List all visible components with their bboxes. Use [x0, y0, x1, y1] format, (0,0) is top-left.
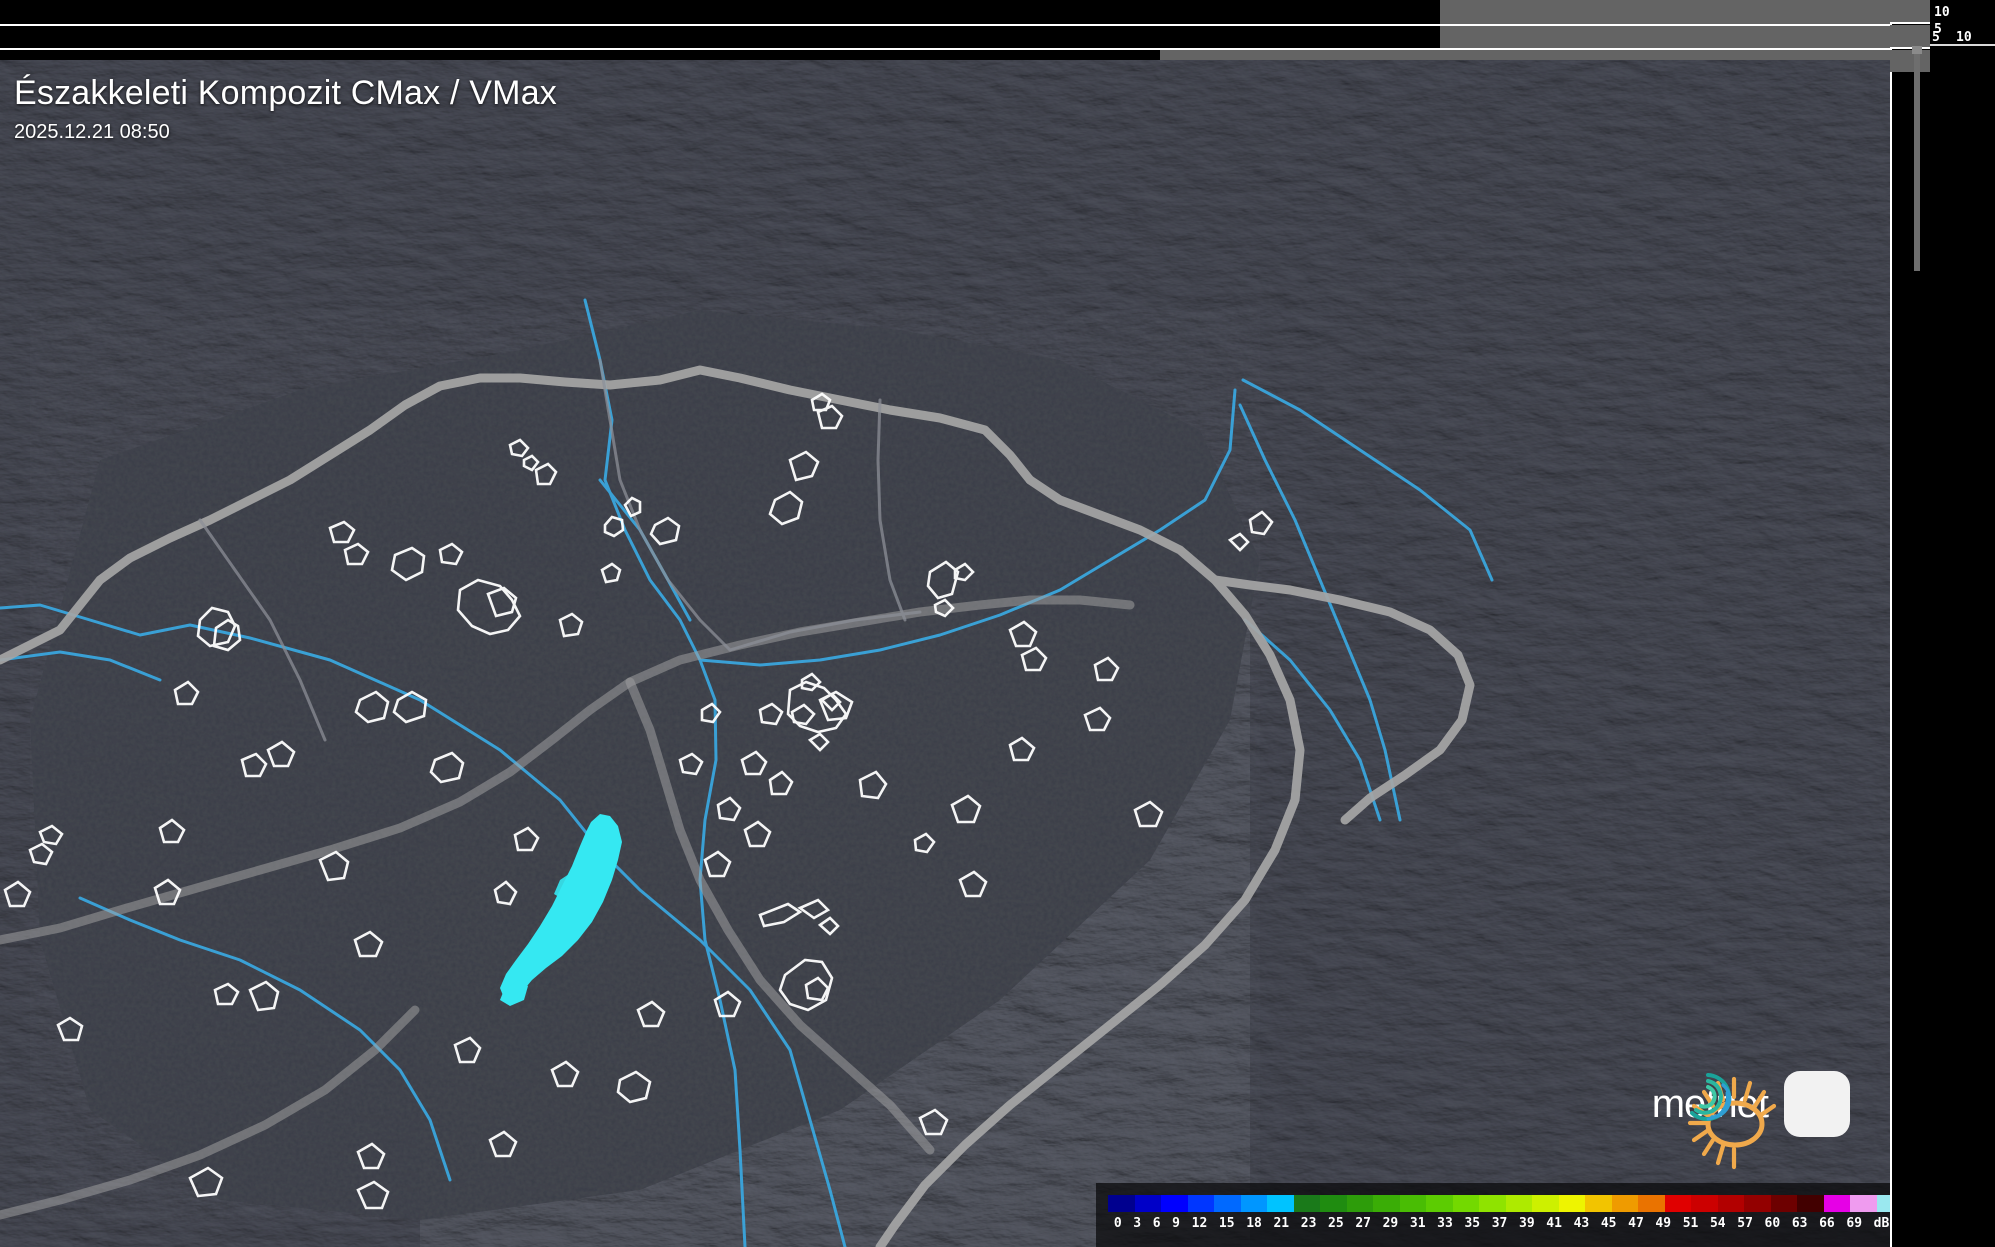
right-panel-scroll-cap[interactable]	[1912, 46, 1922, 54]
dbz-tick-27: 27	[1355, 1216, 1371, 1231]
dbz-swatch-11	[1399, 1195, 1426, 1212]
right-panel-axis-horizontal	[1930, 44, 1995, 46]
dbz-swatch-1	[1134, 1195, 1161, 1212]
dbz-tick-63: 63	[1791, 1216, 1808, 1231]
dbz-tick-25: 25	[1328, 1216, 1344, 1231]
dbz-tick-21: 21	[1273, 1216, 1290, 1231]
dbz-swatch-27	[1823, 1195, 1850, 1212]
right-panel-ytick-5: 5	[1934, 22, 1942, 37]
dbz-swatch-26	[1797, 1195, 1824, 1212]
radar-echo-main	[500, 814, 622, 1000]
dbz-swatch-29	[1876, 1195, 1890, 1212]
dbz-tick-37: 37	[1491, 1216, 1508, 1231]
lake-and-settlement-outlines	[3, 392, 1274, 1210]
metnet-badge[interactable]	[1689, 1071, 1850, 1137]
map-svg	[0, 60, 1890, 1247]
radar-echo-layer	[500, 814, 622, 1006]
dbz-tick-49: 49	[1655, 1216, 1672, 1231]
dbz-unit-label: dBZ	[1873, 1216, 1890, 1231]
dbz-tick-47: 47	[1628, 1216, 1644, 1231]
dbz-tick-33: 33	[1437, 1216, 1453, 1231]
dbz-swatch-17	[1558, 1195, 1585, 1212]
dbz-tick-6: 6	[1152, 1216, 1161, 1231]
dbz-tick-29: 29	[1382, 1216, 1399, 1231]
dbz-swatch-25	[1770, 1195, 1797, 1212]
dbz-tick-9: 9	[1172, 1216, 1180, 1231]
top-bar-1	[1440, 0, 1890, 24]
dbz-swatch-0	[1108, 1195, 1135, 1212]
dbz-swatch-24	[1744, 1195, 1771, 1212]
dbz-swatch-18	[1585, 1195, 1612, 1212]
terrain-lowland	[30, 310, 1260, 1220]
dbz-swatch-5	[1240, 1195, 1267, 1212]
right-panel-rule-1	[1890, 22, 1930, 24]
dbz-tick-35: 35	[1464, 1216, 1481, 1231]
dbz-tick-66: 66	[1819, 1216, 1835, 1231]
dbz-color-scale: 0 3 6 9 12 15 18 21 23 25 27 29 31 33 35 37 39 41 43 45 47 49…	[1096, 1183, 1890, 1247]
dbz-tick-45: 45	[1600, 1216, 1617, 1231]
dbz-swatch-19	[1611, 1195, 1638, 1212]
dbz-tick-51: 51	[1682, 1216, 1699, 1231]
dbz-tick-12: 12	[1191, 1216, 1208, 1231]
dbz-tick-18: 18	[1246, 1216, 1262, 1231]
top-bar-2	[1440, 26, 1890, 48]
dbz-tick-69: 69	[1846, 1216, 1863, 1231]
right-panel-bar-3	[1890, 50, 1930, 72]
dbz-swatch-16	[1532, 1195, 1559, 1212]
dbz-tick-15: 15	[1218, 1216, 1235, 1231]
dbz-swatch-12	[1426, 1195, 1453, 1212]
dbz-swatch-7	[1293, 1195, 1320, 1212]
radar-map-canvas[interactable]: Északkeleti Kompozit CMax / VMax 2025.12…	[0, 60, 1890, 1247]
dbz-swatch-28	[1850, 1195, 1877, 1212]
dbz-tick-31: 31	[1409, 1216, 1426, 1231]
dbz-swatch-14	[1479, 1195, 1506, 1212]
dbz-color-swatches	[1108, 1195, 1890, 1212]
dbz-swatch-8	[1320, 1195, 1347, 1212]
right-panel-bar-1	[1890, 0, 1930, 22]
top-rule-2	[0, 48, 1890, 50]
right-panel-xtick-10: 10	[1956, 30, 1972, 45]
top-rule-1	[0, 24, 1890, 26]
dbz-swatch-10	[1373, 1195, 1400, 1212]
dbz-swatch-13	[1452, 1195, 1479, 1212]
dbz-tick-3: 3	[1133, 1216, 1142, 1231]
dbz-tick-57: 57	[1737, 1216, 1753, 1231]
dbz-tick-41: 41	[1546, 1216, 1562, 1231]
dbz-swatch-23	[1717, 1195, 1744, 1212]
dbz-tick-60: 60	[1764, 1216, 1781, 1231]
spiral-badge-icon	[1689, 1073, 1732, 1121]
dbz-swatch-15	[1505, 1195, 1532, 1212]
dbz-swatch-6	[1267, 1195, 1294, 1212]
right-panel-ytick-10: 10	[1934, 5, 1950, 20]
dbz-swatch-4	[1214, 1195, 1241, 1212]
right-panel-scroll-thumb[interactable]	[1914, 46, 1920, 271]
dbz-tick-54: 54	[1709, 1216, 1726, 1231]
region-borders	[198, 358, 922, 742]
right-panel-gridline-10	[1890, 1201, 1892, 1247]
dbz-swatch-2	[1161, 1195, 1188, 1212]
top-chart-strip	[0, 0, 1995, 60]
dbz-tick-43: 43	[1573, 1216, 1590, 1231]
dbz-swatch-21	[1664, 1195, 1691, 1212]
right-axis-panel: 10 5 5 10	[1890, 0, 1995, 1247]
dbz-swatch-3	[1187, 1195, 1214, 1212]
top-bar-4	[1330, 50, 1890, 60]
dbz-tick-39: 39	[1519, 1216, 1535, 1231]
dbz-swatch-22	[1691, 1195, 1718, 1212]
country-borders	[0, 365, 1475, 1247]
dbz-swatch-9	[1346, 1195, 1373, 1212]
dbz-tick-23: 23	[1300, 1216, 1317, 1231]
right-panel-rule-2	[1890, 47, 1930, 49]
metnet-logo[interactable]: metnet	[1652, 1071, 1850, 1170]
dbz-tick-0: 0	[1113, 1216, 1122, 1231]
dbz-swatch-20	[1638, 1195, 1665, 1212]
right-panel-gridline-5	[1890, 0, 1892, 1201]
right-panel-bar-2	[1890, 25, 1930, 47]
right-panel-xtick-5: 5	[1932, 30, 1940, 45]
dbz-tick-labels: 0 3 6 9 12 15 18 21 23 25 27 29 31 33 35 37 39 41 43 45 47 49…	[1108, 1216, 1890, 1231]
river-network	[0, 298, 1494, 1247]
